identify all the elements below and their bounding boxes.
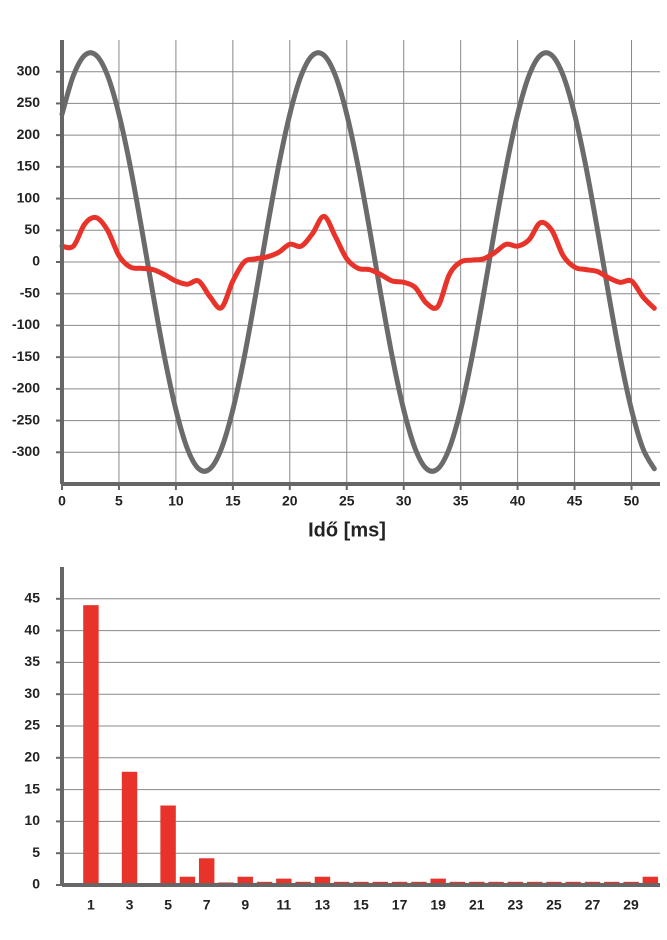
bar	[198, 858, 215, 885]
bar	[83, 605, 99, 885]
y-tick-label: 50	[24, 221, 40, 237]
x-tick-label: 17	[392, 897, 408, 913]
y-tick-label: 30	[24, 685, 40, 701]
x-tick-label: 29	[623, 897, 639, 913]
y-tick-label: 100	[17, 189, 41, 205]
x-tick-label: 0	[58, 493, 66, 509]
x-tick-label: 13	[315, 897, 331, 913]
x-tick-label: 11	[276, 897, 291, 913]
x-tick-label: 30	[396, 493, 412, 509]
x-tick-label: 5	[164, 897, 172, 913]
x-tick-label: 25	[546, 897, 562, 913]
x-tick-label: 40	[510, 493, 526, 509]
bar	[179, 876, 196, 885]
x-tick-label: 19	[430, 897, 446, 913]
y-tick-label: 15	[24, 780, 40, 796]
x-tick-label: 25	[339, 493, 355, 509]
bar	[314, 876, 331, 885]
x-tick-label: 9	[241, 897, 249, 913]
y-tick-label: 300	[17, 62, 41, 78]
x-tick-label: 45	[567, 493, 583, 509]
y-tick-label: 20	[24, 749, 40, 765]
x-tick-label: 21	[469, 897, 485, 913]
x-tick-label: 1	[87, 897, 95, 913]
y-tick-label: 0	[32, 876, 40, 892]
y-tick-label: -150	[12, 348, 40, 364]
y-tick-label: 150	[17, 158, 41, 174]
x-tick-label: 35	[453, 493, 469, 509]
x-tick-label: 5	[115, 493, 123, 509]
x-tick-label: 15	[225, 493, 241, 509]
y-tick-label: -50	[20, 284, 40, 300]
bar	[237, 876, 253, 885]
bar	[121, 771, 138, 885]
y-tick-label: 10	[24, 812, 40, 828]
y-tick-label: 45	[24, 590, 40, 606]
y-tick-label: -300	[12, 443, 40, 459]
x-tick-label: 27	[585, 897, 601, 913]
x-tick-label: 10	[168, 493, 184, 509]
y-tick-label: -100	[12, 316, 40, 332]
line-series	[59, 50, 657, 474]
x-tick-label: 20	[282, 493, 298, 509]
y-tick-label: 35	[24, 653, 40, 669]
y-tick-label: -200	[12, 380, 40, 396]
bar	[642, 876, 659, 885]
x-tick-label: 7	[203, 897, 211, 913]
bar	[276, 878, 292, 885]
bar	[160, 805, 176, 885]
y-tick-label: 200	[17, 126, 41, 142]
x-tick-label: 23	[508, 897, 524, 913]
y-tick-label: 40	[24, 621, 40, 637]
y-tick-label: 0	[32, 253, 40, 269]
x-axis-label: Idő [ms]	[308, 519, 386, 541]
x-tick-label: 15	[353, 897, 369, 913]
y-tick-label: -250	[12, 411, 40, 427]
bar	[430, 878, 446, 885]
y-tick-label: 250	[17, 94, 41, 110]
y-tick-label: 5	[32, 844, 40, 860]
x-tick-label: 3	[126, 897, 134, 913]
x-tick-label: 50	[624, 493, 640, 509]
line-series	[59, 213, 657, 311]
y-tick-label: 25	[24, 717, 40, 733]
